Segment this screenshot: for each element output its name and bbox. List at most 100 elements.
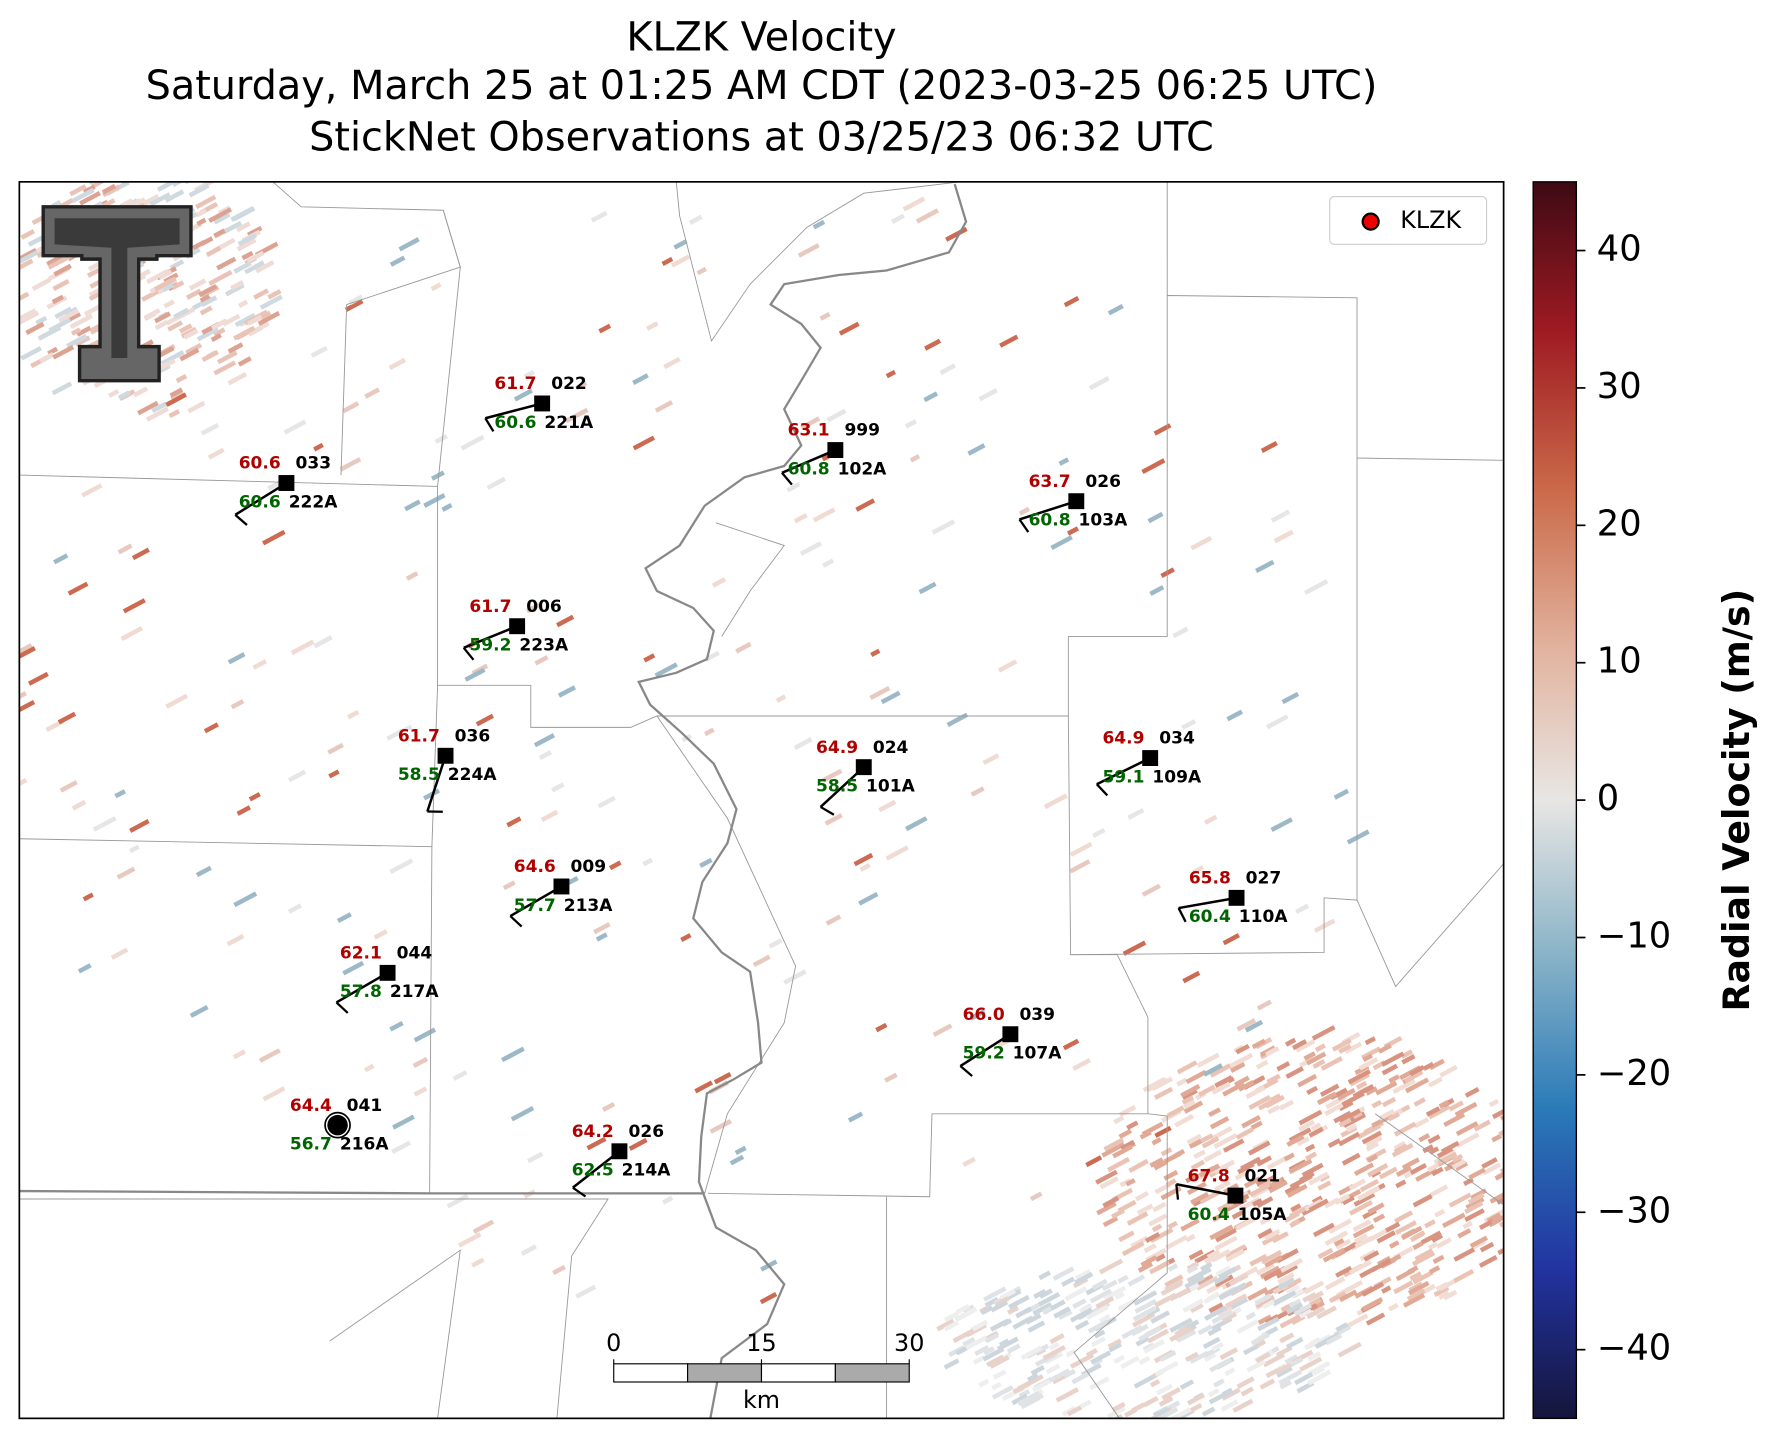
radar-echo	[955, 1306, 978, 1322]
radar-echo	[283, 419, 307, 435]
radar-echo	[389, 858, 414, 875]
wind-barb	[1176, 1183, 1236, 1197]
radar-echo	[1418, 1133, 1431, 1143]
radar-echo	[1055, 1387, 1079, 1403]
radar-echo	[38, 325, 62, 341]
radar-echo	[1047, 1368, 1071, 1384]
radar-echo	[131, 547, 150, 561]
radar-echo	[346, 709, 360, 720]
radar-echo	[66, 333, 88, 349]
radar-echo	[53, 263, 72, 277]
radar-echo	[227, 652, 246, 665]
radar-echo	[1091, 1278, 1108, 1291]
radar-echo	[999, 334, 1019, 348]
radar-echo	[213, 212, 231, 225]
radar-echo	[154, 167, 171, 179]
radar-echo	[1289, 1218, 1301, 1228]
radar-echo	[1364, 1036, 1376, 1046]
radar-echo	[154, 319, 169, 331]
radar-echo	[1301, 1162, 1324, 1178]
radar-echo	[1185, 1069, 1207, 1085]
radar-echo	[1270, 509, 1291, 523]
radar-echo	[1143, 1395, 1159, 1408]
map-background	[19, 181, 1504, 1419]
radar-echo	[1317, 1180, 1332, 1191]
radar-echo	[1102, 1216, 1119, 1228]
radar-echo	[230, 206, 255, 222]
radar-echo	[175, 374, 188, 384]
radar-echo	[120, 626, 143, 641]
radar-echo	[992, 1369, 1007, 1380]
radar-echo	[1478, 1218, 1495, 1230]
temperature: 64.4	[290, 1096, 332, 1116]
radar-echo	[965, 1335, 988, 1351]
radar-echo	[1482, 1162, 1502, 1176]
radar-echo	[1359, 1249, 1377, 1262]
dewpoint: 60.8	[1029, 511, 1071, 531]
radar-echo	[1210, 1249, 1231, 1263]
radar-echo	[1381, 1063, 1399, 1076]
radar-echo	[1332, 1291, 1347, 1302]
radar-echo	[923, 391, 939, 403]
radar-echo	[978, 388, 998, 402]
radar-echo	[1071, 1371, 1090, 1385]
radar-echo	[313, 635, 333, 649]
dewpoint: 60.6	[494, 413, 536, 433]
radar-echo	[1335, 1322, 1349, 1333]
barb-flag	[1018, 518, 1030, 533]
radar-echo	[632, 435, 656, 451]
radar-echo	[1317, 1091, 1337, 1105]
radar-echo	[207, 447, 225, 460]
radar-echo	[129, 819, 150, 833]
radar-echo	[1303, 1051, 1316, 1061]
radar-echo	[1166, 1105, 1185, 1118]
radar-echo	[1207, 1325, 1222, 1337]
radar-echo	[237, 356, 252, 367]
radar-echo	[688, 214, 703, 225]
radar-echo	[1188, 1402, 1203, 1414]
station-id: 022	[551, 374, 587, 394]
radar-echo	[646, 321, 659, 331]
radar-echo	[1149, 585, 1165, 596]
radar-echo	[1048, 1341, 1060, 1351]
radar-echo	[195, 865, 212, 878]
station-plot: 63.7 026 60.8 103A	[1018, 472, 1128, 533]
radar-echo	[1052, 1266, 1075, 1281]
radar-echo	[799, 541, 822, 556]
radar-echo	[1310, 1122, 1322, 1131]
barb-flag	[1175, 1184, 1180, 1200]
radar-echo	[904, 419, 917, 429]
station-marker	[1227, 1187, 1244, 1204]
radar-echo	[1219, 1347, 1239, 1360]
dewpoint: 57.8	[340, 982, 382, 1002]
radar-echo	[1371, 1113, 1394, 1128]
radar-echo	[1468, 1167, 1486, 1180]
radar-echo	[179, 347, 200, 362]
radar-echo	[1141, 883, 1161, 897]
radar-echo	[1414, 1248, 1434, 1262]
radar-echo	[1153, 1086, 1174, 1100]
radar-echo	[389, 255, 406, 267]
radar-echo	[79, 190, 101, 206]
scale-segment	[834, 1363, 910, 1383]
wind-barb	[426, 755, 447, 812]
radar-echo	[185, 288, 202, 300]
radar-echo	[1488, 1098, 1500, 1108]
radar-echo	[962, 1304, 975, 1314]
radar-echo	[1489, 1188, 1504, 1204]
radar-echo	[1324, 1197, 1340, 1209]
radar-echo	[663, 356, 681, 370]
station-id: 027	[1246, 869, 1282, 889]
radar-echo	[158, 269, 173, 280]
radar-echo	[1353, 1233, 1368, 1244]
radar-echo	[232, 1049, 246, 1060]
radar-echo	[1072, 1058, 1091, 1071]
radar-echo	[586, 1136, 607, 1151]
radar-echo	[1409, 1271, 1422, 1281]
radar-echo	[67, 581, 89, 596]
radar-echo	[1302, 1291, 1317, 1303]
radar-echo	[1457, 1228, 1472, 1239]
radar-echo	[1190, 1191, 1210, 1205]
radar-echo	[460, 434, 485, 451]
radar-echo	[793, 513, 808, 524]
